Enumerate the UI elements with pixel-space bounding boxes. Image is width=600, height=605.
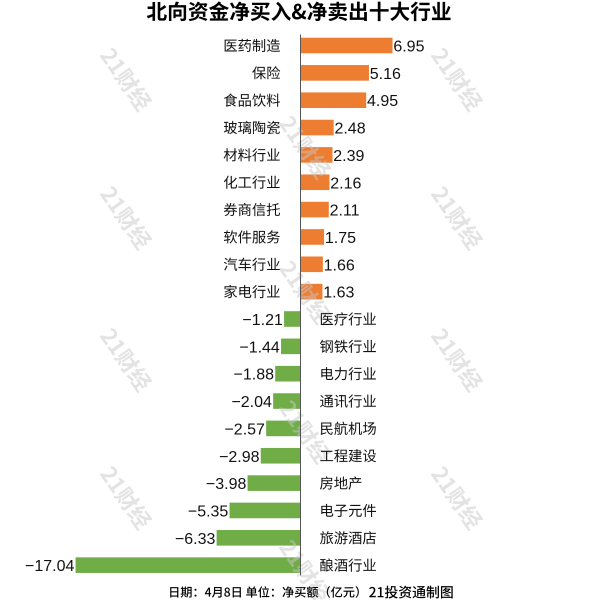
svg-text:1.63: 1.63 — [323, 285, 354, 302]
svg-text:−2.57: −2.57 — [224, 421, 265, 438]
svg-text:6.95: 6.95 — [393, 39, 424, 56]
svg-text:5.16: 5.16 — [370, 66, 401, 83]
svg-text:−1.88: −1.88 — [234, 367, 275, 384]
svg-text:1.75: 1.75 — [325, 230, 356, 247]
svg-text:2.11: 2.11 — [330, 203, 360, 220]
svg-text:−2.98: −2.98 — [219, 449, 260, 466]
svg-text:−5.35: −5.35 — [188, 503, 229, 520]
svg-text:1.66: 1.66 — [324, 257, 355, 274]
svg-text:−17.04: −17.04 — [25, 558, 74, 575]
svg-text:−6.33: −6.33 — [175, 531, 216, 548]
svg-text:−1.21: −1.21 — [242, 312, 283, 329]
svg-text:−3.98: −3.98 — [206, 476, 247, 493]
svg-text:−1.44: −1.44 — [239, 339, 280, 356]
svg-text:4.95: 4.95 — [367, 93, 398, 110]
svg-text:2.16: 2.16 — [330, 175, 361, 192]
svg-text:−2.04: −2.04 — [231, 394, 272, 411]
svg-text:2.39: 2.39 — [333, 148, 364, 165]
svg-text:2.48: 2.48 — [334, 121, 365, 138]
